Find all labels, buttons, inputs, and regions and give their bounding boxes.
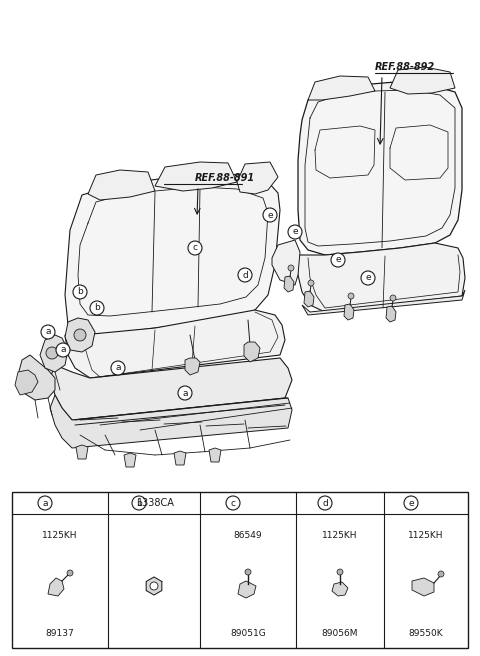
Text: a: a [60, 346, 66, 354]
Polygon shape [65, 173, 280, 335]
Polygon shape [18, 355, 55, 400]
Circle shape [288, 225, 302, 239]
Polygon shape [48, 578, 64, 596]
Polygon shape [65, 310, 285, 378]
Circle shape [404, 496, 418, 510]
Polygon shape [284, 276, 294, 292]
Polygon shape [146, 577, 162, 595]
Polygon shape [76, 445, 88, 459]
Circle shape [390, 295, 396, 301]
Polygon shape [88, 170, 155, 200]
Circle shape [132, 496, 146, 510]
Text: e: e [408, 499, 414, 508]
Circle shape [150, 582, 158, 590]
Polygon shape [50, 358, 292, 420]
Text: e: e [292, 228, 298, 237]
Text: REF.88-891: REF.88-891 [195, 173, 255, 183]
Circle shape [73, 285, 87, 299]
Circle shape [318, 496, 332, 510]
Circle shape [56, 343, 70, 357]
Circle shape [438, 571, 444, 577]
Text: 89051G: 89051G [230, 630, 266, 638]
Circle shape [46, 347, 58, 359]
Text: e: e [335, 255, 341, 264]
Circle shape [178, 386, 192, 400]
Text: b: b [136, 499, 142, 508]
Circle shape [74, 329, 86, 341]
Polygon shape [238, 581, 256, 598]
Text: b: b [94, 304, 100, 312]
Polygon shape [124, 453, 136, 467]
Polygon shape [209, 448, 221, 462]
Text: 89550K: 89550K [408, 630, 444, 638]
Circle shape [111, 361, 125, 375]
Text: a: a [115, 363, 121, 373]
Polygon shape [50, 395, 292, 448]
Text: d: d [242, 270, 248, 279]
Circle shape [238, 268, 252, 282]
Polygon shape [15, 370, 38, 395]
Circle shape [67, 570, 73, 576]
Text: a: a [42, 499, 48, 508]
Text: 1125KH: 1125KH [408, 531, 444, 541]
Circle shape [41, 325, 55, 339]
Polygon shape [332, 582, 348, 596]
Bar [12, 492, 468, 648]
Polygon shape [272, 240, 300, 285]
Polygon shape [390, 67, 455, 94]
Polygon shape [302, 290, 465, 315]
Polygon shape [65, 318, 95, 352]
Text: a: a [45, 327, 51, 337]
Circle shape [361, 271, 375, 285]
Text: d: d [322, 499, 328, 508]
Circle shape [308, 280, 314, 286]
Polygon shape [155, 162, 237, 191]
Text: 1125KH: 1125KH [42, 531, 78, 541]
Text: 1338CA: 1338CA [137, 498, 175, 508]
Polygon shape [185, 358, 200, 375]
Circle shape [263, 208, 277, 222]
Text: 89056M: 89056M [322, 630, 358, 638]
Polygon shape [295, 243, 465, 312]
Circle shape [90, 301, 104, 315]
Circle shape [226, 496, 240, 510]
Polygon shape [244, 342, 260, 362]
Circle shape [337, 569, 343, 575]
Text: e: e [365, 274, 371, 283]
Polygon shape [386, 306, 396, 322]
Circle shape [331, 253, 345, 267]
Circle shape [348, 293, 354, 299]
Polygon shape [237, 162, 278, 194]
Polygon shape [344, 304, 354, 320]
Text: 86549: 86549 [234, 531, 262, 541]
Circle shape [188, 241, 202, 255]
Circle shape [288, 265, 294, 271]
Text: b: b [77, 287, 83, 297]
Polygon shape [308, 76, 375, 100]
Text: c: c [192, 243, 197, 253]
Text: REF.88-892: REF.88-892 [375, 62, 435, 72]
Text: 89137: 89137 [46, 630, 74, 638]
Text: 1125KH: 1125KH [322, 531, 358, 541]
Text: a: a [182, 388, 188, 398]
Text: c: c [230, 499, 236, 508]
Polygon shape [412, 578, 434, 596]
Polygon shape [304, 291, 314, 307]
Circle shape [245, 569, 251, 575]
Polygon shape [174, 451, 186, 465]
Circle shape [38, 496, 52, 510]
Polygon shape [40, 335, 68, 372]
Polygon shape [298, 82, 462, 255]
Text: e: e [267, 211, 273, 220]
